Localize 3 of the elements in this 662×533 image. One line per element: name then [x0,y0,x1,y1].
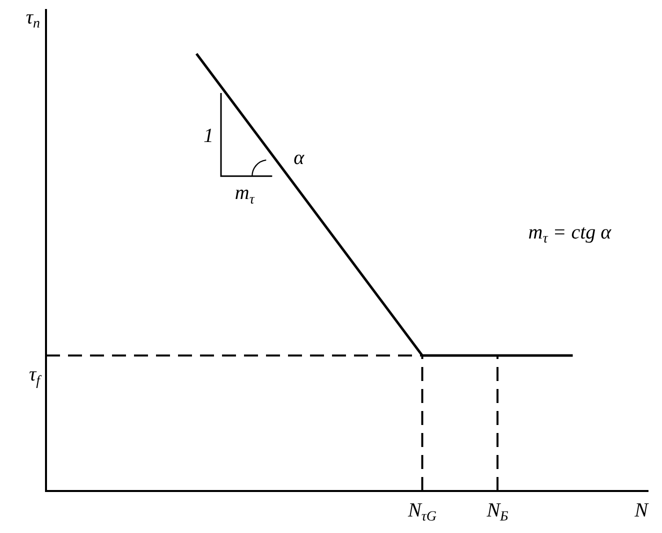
x-tick-label: N [634,499,650,522]
annotation: α [294,146,305,169]
annotation: 1 [204,125,214,148]
